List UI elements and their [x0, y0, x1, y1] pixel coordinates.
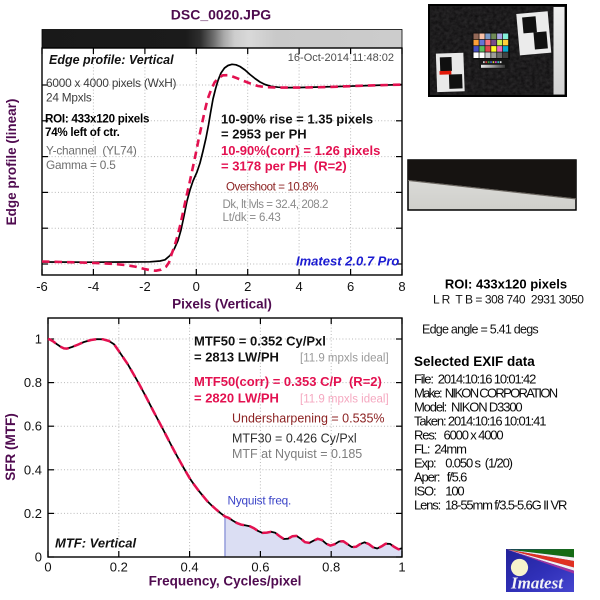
svg-text:0.6: 0.6 [251, 560, 269, 575]
svg-text:16-Oct-2014 11:48:02: 16-Oct-2014 11:48:02 [288, 52, 394, 64]
svg-text:ROI: 433x120 pixels: ROI: 433x120 pixels [445, 277, 567, 292]
svg-text:10-90% rise = 1.35 pixels: 10-90% rise = 1.35 pixels [221, 112, 373, 127]
svg-text:Overshoot = 10.8%: Overshoot = 10.8% [226, 182, 318, 194]
svg-text:0.8: 0.8 [322, 560, 340, 575]
svg-text:MTF: Vertical: MTF: Vertical [55, 536, 137, 551]
svg-text:10-90%(corr) = 1.26 pixels: 10-90%(corr) = 1.26 pixels [221, 143, 380, 158]
svg-text:Lens: 18-55mm f/3.5-5.6G II V: Lens: 18-55mm f/3.5-5.6G II VR [414, 497, 567, 512]
svg-text:[11.9 mpxls ideal]: [11.9 mpxls ideal] [300, 394, 389, 406]
svg-text:Edge angle = 5.41 degs: Edge angle = 5.41 degs [422, 323, 538, 337]
svg-text:Frequency, Cycles/pixel: Frequency, Cycles/pixel [149, 574, 302, 589]
svg-text:FL: 24mm: FL: 24mm [414, 441, 466, 456]
svg-text:MTF30 = 0.426 Cy/Pxl: MTF30 = 0.426 Cy/Pxl [232, 432, 357, 446]
svg-text:6: 6 [347, 279, 354, 294]
svg-text:0.6: 0.6 [24, 419, 42, 434]
svg-text:Nyquist freq.: Nyquist freq. [228, 494, 292, 508]
svg-text:Y-channel (YL74): Y-channel (YL74) [46, 144, 137, 158]
svg-text:1: 1 [35, 332, 42, 347]
svg-text:Taken: 2014:10:16 10:01:41: Taken: 2014:10:16 10:01:41 [414, 413, 546, 428]
svg-text:ISO: 100: ISO: 100 [414, 483, 464, 498]
svg-text:= 2820 LW/PH: = 2820 LW/PH [194, 391, 279, 406]
svg-text:0: 0 [35, 550, 42, 565]
svg-text:= 2813 LW/PH: = 2813 LW/PH [194, 350, 279, 365]
svg-text:8: 8 [398, 279, 405, 294]
svg-text:74% left of ctr.: 74% left of ctr. [45, 126, 120, 139]
svg-text:SFR (MTF): SFR (MTF) [3, 413, 18, 480]
svg-text:Imatest 2.0.7 Pro: Imatest 2.0.7 Pro [296, 254, 399, 269]
svg-text:MTF50(corr) = 0.353 C/P (R=2): MTF50(corr) = 0.353 C/P (R=2) [194, 374, 382, 389]
svg-text:File: 2014:10:16 10:01:42: File: 2014:10:16 10:01:42 [414, 371, 536, 386]
svg-text:ROI: 433x120 pixels: ROI: 433x120 pixels [45, 113, 149, 126]
svg-text:0.4: 0.4 [24, 462, 42, 477]
svg-text:0: 0 [44, 560, 51, 575]
svg-text:Pixels (Vertical): Pixels (Vertical) [172, 297, 272, 312]
svg-text:0.8: 0.8 [24, 375, 42, 390]
svg-text:0: 0 [193, 279, 200, 294]
svg-text:0.4: 0.4 [181, 560, 199, 575]
svg-text:0.2: 0.2 [110, 560, 128, 575]
svg-text:0.2: 0.2 [24, 506, 42, 521]
svg-text:Gamma = 0.5: Gamma = 0.5 [46, 158, 116, 172]
svg-text:-4: -4 [88, 279, 100, 294]
svg-text:Imatest: Imatest [510, 574, 564, 593]
svg-text:DSC_0020.JPG: DSC_0020.JPG [171, 7, 272, 23]
svg-text:Undersharpening = 0.535%: Undersharpening = 0.535% [232, 412, 385, 426]
svg-text:2: 2 [244, 279, 251, 294]
svg-text:4: 4 [295, 279, 302, 294]
svg-text:-2: -2 [139, 279, 151, 294]
svg-text:Edge profile (linear): Edge profile (linear) [4, 99, 19, 226]
svg-text:Lt/dk = 6.43: Lt/dk = 6.43 [223, 212, 281, 224]
svg-text:1: 1 [398, 560, 405, 575]
svg-text:-6: -6 [36, 279, 48, 294]
svg-text:Make: NIKON CORPORATION: Make: NIKON CORPORATION [414, 385, 558, 400]
svg-text:MTF at Nyquist = 0.185: MTF at Nyquist = 0.185 [232, 447, 362, 461]
svg-text:Exp: 0.050 s (1/20): Exp: 0.050 s (1/20) [414, 455, 513, 470]
svg-text:= 3178 per PH (R=2): = 3178 per PH (R=2) [221, 159, 347, 174]
svg-text:24 Mpxls: 24 Mpxls [46, 91, 92, 105]
svg-text:6000 x 4000 pixels (WxH): 6000 x 4000 pixels (WxH) [46, 76, 177, 90]
svg-text:Edge profile: Vertical: Edge profile: Vertical [49, 53, 174, 67]
svg-text:Selected EXIF data: Selected EXIF data [414, 354, 535, 369]
svg-text:= 2953 per PH: = 2953 per PH [221, 127, 307, 142]
svg-text:Res: 6000 x 4000: Res: 6000 x 4000 [414, 427, 503, 442]
svg-text:Model: NIKON D3300: Model: NIKON D3300 [414, 399, 522, 414]
svg-text:MTF50 = 0.352 Cy/Pxl: MTF50 = 0.352 Cy/Pxl [194, 334, 326, 349]
svg-text:Dk, lt lvls = 32.4, 208.2: Dk, lt lvls = 32.4, 208.2 [223, 199, 328, 211]
svg-text:[11.9 mpxls ideal]: [11.9 mpxls ideal] [300, 353, 389, 365]
svg-text:Aper: f/5.6: Aper: f/5.6 [414, 469, 467, 484]
svg-text:L R T B = 308 740 2931 3050: L R T B = 308 740 2931 3050 [433, 293, 584, 307]
